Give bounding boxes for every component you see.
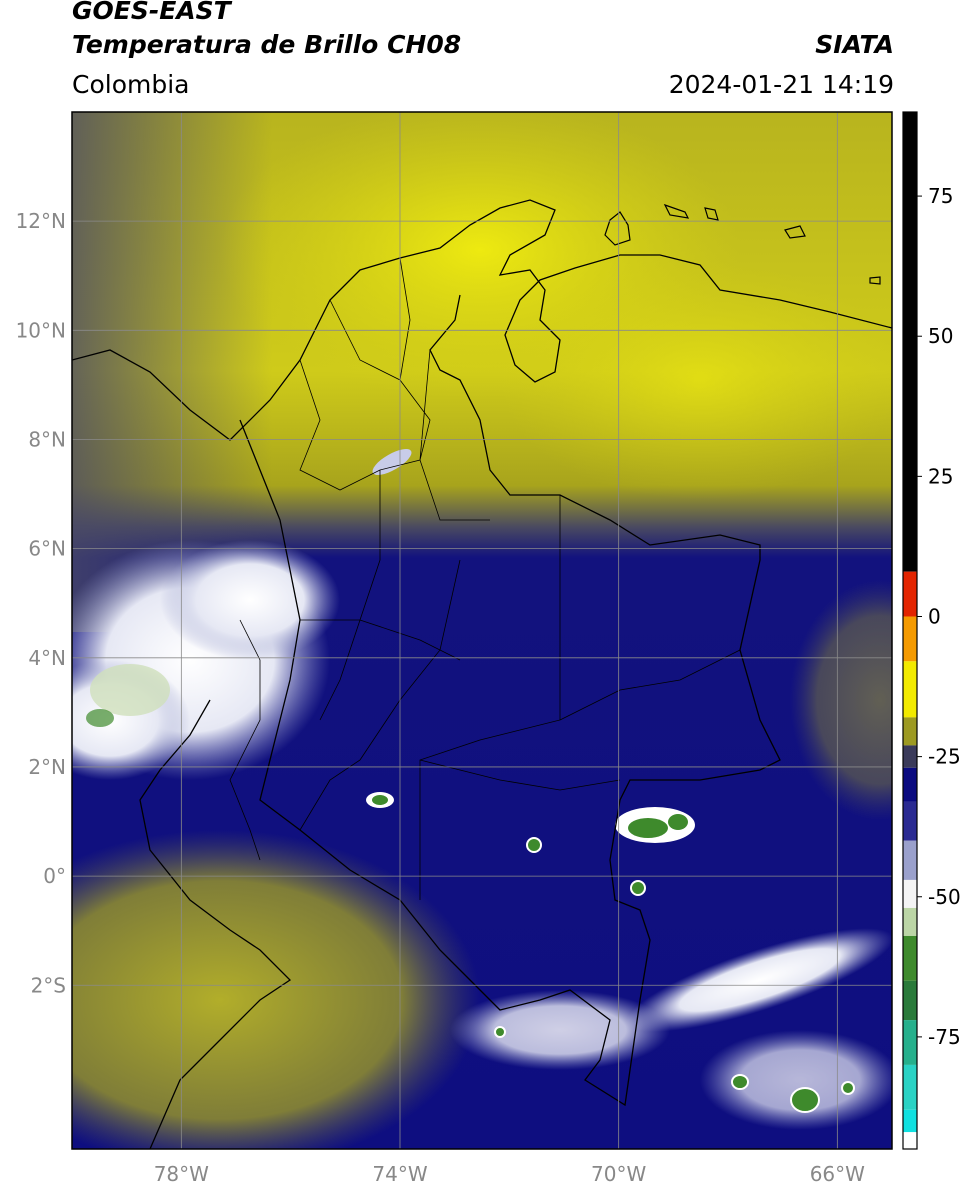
colorbar-frame [902, 111, 918, 1150]
colorbar-segment [903, 717, 917, 746]
colorbar-tick-label: -25 [928, 745, 961, 769]
map-frame [71, 111, 893, 1150]
colorbar-segment [903, 840, 917, 880]
colorbar-segment [903, 767, 917, 802]
brand-label: SIATA [815, 30, 894, 59]
lat-tick-label: 6°N [28, 537, 66, 561]
colorbar-segment [903, 616, 917, 662]
colorbar-labels: 75 50 25 0 -25 -50 -75 [917, 184, 961, 1049]
lat-tick-label: 0° [43, 864, 66, 888]
colorbar-segment [903, 1064, 917, 1110]
lat-tick-label: 4°N [28, 646, 66, 670]
colorbar-segment [903, 801, 917, 841]
lat-tick-label: 8°N [28, 427, 66, 451]
colorbar-segment [903, 571, 917, 617]
region-label: Colombia [72, 70, 190, 99]
colorbar-tick-label: 50 [928, 324, 953, 348]
colorbar-segment [903, 745, 917, 768]
longitude-labels: 78°W 74°W 70°W 66°W [154, 1162, 865, 1186]
colorbar-tick-label: 25 [928, 464, 953, 488]
lon-tick-label: 66°W [810, 1162, 865, 1186]
colorbar-segment [903, 1109, 917, 1133]
colorbar-segment [903, 879, 917, 908]
lat-tick-label: 10°N [16, 318, 66, 342]
colorbar-segment [903, 1132, 917, 1149]
colorbar-segment [903, 935, 917, 981]
latitude-labels: 12°N 10°N 8°N 6°N 4°N 2°N 0° 2°S [16, 209, 66, 997]
lat-lon-grid [72, 112, 892, 1149]
brightness-temperature-image [72, 112, 892, 1149]
lon-tick-label: 70°W [591, 1162, 646, 1186]
lat-tick-label: 2°S [31, 973, 66, 997]
colorbar-tick-label: 0 [928, 604, 941, 628]
country-borders [239, 294, 781, 1107]
colorbar-segment [903, 980, 917, 1021]
colorbar-tick-label: -75 [928, 1025, 961, 1049]
colorbar-segment [903, 907, 917, 936]
lon-tick-label: 74°W [372, 1162, 427, 1186]
colorbar-segment [903, 112, 917, 572]
lat-tick-label: 2°N [28, 755, 66, 779]
timestamp-label: 2024-01-21 14:19 [668, 70, 894, 99]
colorbar-tick-label: -50 [928, 885, 961, 909]
colorbar-tick-label: 75 [928, 184, 953, 208]
islands [604, 203, 881, 285]
satellite-title: GOES-EAST [72, 0, 231, 25]
colorbar-segment [903, 661, 917, 718]
coastline [72, 199, 892, 441]
pacific-coast [139, 699, 292, 1149]
lon-tick-label: 78°W [154, 1162, 209, 1186]
colorbar [903, 112, 917, 1149]
product-title: Temperatura de Brillo CH08 [72, 30, 462, 59]
lat-tick-label: 12°N [16, 209, 66, 233]
colorbar-segment [903, 1020, 917, 1065]
